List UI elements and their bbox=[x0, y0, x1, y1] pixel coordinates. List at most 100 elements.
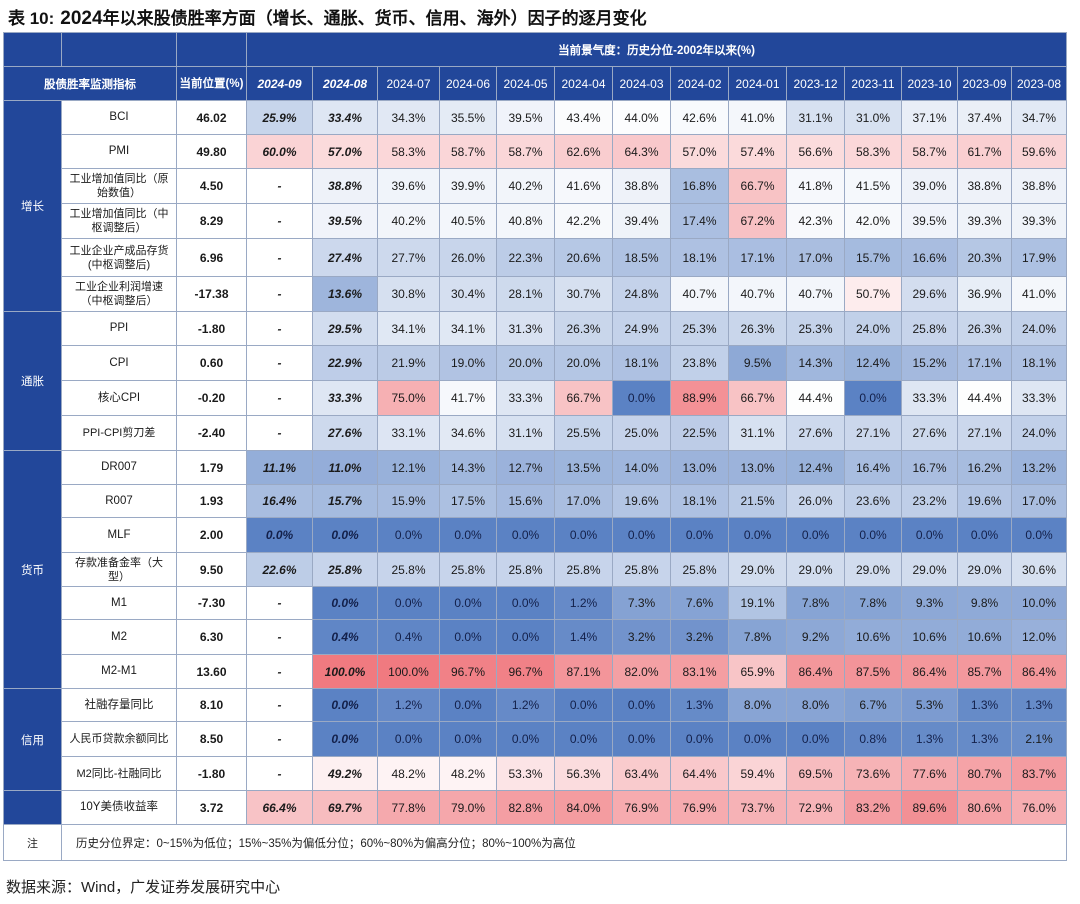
percentile-cell: 7.8% bbox=[844, 586, 902, 620]
table-row: PMI 49.80 60.0% 57.0% 58.3% 58.7% 58.7% 62.6% 64… bbox=[4, 134, 1068, 169]
percentile-cell: 0.0% bbox=[439, 586, 497, 620]
table-row: 存款准备金率（大型） 9.50 22.6% 25.8% 25.8% 25.8% 25.8% 2… bbox=[4, 552, 1068, 587]
percentile-cell: 35.5% bbox=[439, 100, 497, 135]
percentile-cell: 9.2% bbox=[786, 619, 845, 655]
percentile-cell: 7.8% bbox=[728, 619, 787, 655]
percentile-cell: 38.8% bbox=[612, 168, 671, 204]
percentile-cell: 0.0% bbox=[612, 688, 671, 722]
percentile-cell: 56.6% bbox=[786, 134, 845, 169]
percentile-cell: 12.4% bbox=[844, 345, 902, 381]
current-value: 6.96 bbox=[176, 238, 247, 277]
current-value: -2.40 bbox=[176, 415, 247, 451]
percentile-cell: 39.3% bbox=[1010, 203, 1068, 239]
percentile-cell: 44.4% bbox=[957, 380, 1012, 416]
indicator-name: 工业增加值同比（中枢调整后） bbox=[61, 203, 177, 239]
percentile-cell: 33.1% bbox=[377, 415, 440, 451]
percentile-cell: 18.1% bbox=[1010, 345, 1068, 381]
percentile-cell: 0.0% bbox=[554, 517, 613, 553]
group-label: 通胀 bbox=[3, 311, 62, 451]
percentile-cell: 39.6% bbox=[377, 168, 440, 204]
percentile-cell: 17.1% bbox=[728, 238, 787, 277]
percentile-cell: 26.3% bbox=[728, 311, 787, 346]
percentile-cell: 25.8% bbox=[377, 552, 440, 587]
percentile-cell: 16.8% bbox=[670, 168, 729, 204]
percentile-cell: 100.0% bbox=[312, 654, 378, 689]
percentile-cell: 60.0% bbox=[246, 134, 313, 169]
percentile-cell: 0.0% bbox=[312, 721, 378, 757]
table-row: 工业增加值同比（原始数值） 4.50-38.8% 39.6% 39.9% 40.2% 41… bbox=[4, 168, 1068, 204]
percentile-cell: 58.7% bbox=[496, 134, 555, 169]
current-value: 1.79 bbox=[176, 450, 247, 485]
percentile-cell: 0.0% bbox=[554, 688, 613, 722]
percentile-cell: 0.0% bbox=[612, 517, 671, 553]
month-header: 2024-07 bbox=[377, 66, 440, 101]
indicator-name: PPI bbox=[61, 311, 177, 346]
percentile-cell: 87.1% bbox=[554, 654, 613, 689]
percentile-cell: - bbox=[246, 688, 313, 722]
table-row: M1 -7.30-0.0% 0.0% 0.0% 0.0% 1.2% 7.3% 7.6% 19.1… bbox=[4, 586, 1068, 620]
month-header: 2023-11 bbox=[844, 66, 902, 101]
percentile-cell: 41.8% bbox=[786, 168, 845, 204]
table-row: M2-M1 13.60-100.0% 100.0% 96.7% 96.7% 87.1% 82… bbox=[4, 654, 1068, 689]
percentile-cell: 0.0% bbox=[496, 721, 555, 757]
month-header: 2023-09 bbox=[957, 66, 1012, 101]
percentile-cell: 13.0% bbox=[670, 450, 729, 485]
percentile-cell: 1.4% bbox=[554, 619, 613, 655]
percentile-cell: 31.1% bbox=[786, 100, 845, 135]
percentile-cell: 13.0% bbox=[728, 450, 787, 485]
header-blank bbox=[176, 32, 247, 67]
percentile-cell: 7.3% bbox=[612, 586, 671, 620]
percentile-cell: 0.0% bbox=[496, 586, 555, 620]
note-row: 注历史分位界定：0~15%为低位；15%~35%为偏低分位；60%~80%为偏高… bbox=[3, 824, 1068, 861]
percentile-cell: 17.0% bbox=[786, 238, 845, 277]
percentile-cell: 0.0% bbox=[1010, 517, 1068, 553]
percentile-cell: 33.3% bbox=[1010, 380, 1068, 416]
percentile-cell: 0.0% bbox=[844, 517, 902, 553]
percentile-cell: 58.7% bbox=[901, 134, 958, 169]
percentile-cell: 36.9% bbox=[957, 276, 1012, 312]
percentile-cell: 86.4% bbox=[901, 654, 958, 689]
percentile-cell: 43.4% bbox=[554, 100, 613, 135]
percentile-cell: 25.8% bbox=[670, 552, 729, 587]
percentile-cell: 13.6% bbox=[312, 276, 378, 312]
percentile-cell: 1.2% bbox=[554, 586, 613, 620]
percentile-cell: 0.0% bbox=[496, 517, 555, 553]
percentile-cell: 37.4% bbox=[957, 100, 1012, 135]
percentile-cell: 23.6% bbox=[844, 484, 902, 518]
percentile-cell: 34.3% bbox=[377, 100, 440, 135]
percentile-cell: 69.5% bbox=[786, 756, 845, 791]
indicator-name: M2-M1 bbox=[61, 654, 177, 689]
percentile-cell: 66.4% bbox=[246, 790, 313, 825]
percentile-cell: 0.0% bbox=[312, 688, 378, 722]
table-row: 10Y美债收益率 3.72 66.4% 69.7% 77.8% 79.0% 82.8% 84.… bbox=[3, 790, 1068, 825]
current-value: -0.20 bbox=[176, 380, 247, 416]
percentile-cell: 0.8% bbox=[844, 721, 902, 757]
percentile-cell: 26.3% bbox=[554, 311, 613, 346]
indicator-name: BCI bbox=[61, 100, 177, 135]
percentile-cell: 18.5% bbox=[612, 238, 671, 277]
table-row: CPI 0.60-22.9% 21.9% 19.0% 20.0% 20.0% 18.1% 23… bbox=[4, 345, 1068, 381]
percentile-cell: 53.3% bbox=[496, 756, 555, 791]
percentile-cell: 41.5% bbox=[844, 168, 902, 204]
percentile-cell: 57.0% bbox=[312, 134, 378, 169]
percentile-cell: 16.6% bbox=[901, 238, 958, 277]
percentile-cell: 29.6% bbox=[901, 276, 958, 312]
percentile-cell: 1.3% bbox=[901, 721, 958, 757]
current-value: 6.30 bbox=[176, 619, 247, 655]
indicator-name: MLF bbox=[61, 517, 177, 553]
percentile-cell: 23.2% bbox=[901, 484, 958, 518]
percentile-cell: 25.9% bbox=[246, 100, 313, 135]
current-value: 2.00 bbox=[176, 517, 247, 553]
percentile-cell: 89.6% bbox=[901, 790, 958, 825]
percentile-cell: 14.3% bbox=[439, 450, 497, 485]
percentile-cell: 16.4% bbox=[246, 484, 313, 518]
percentile-cell: 25.8% bbox=[612, 552, 671, 587]
table-row: 人民币贷款余额同比 8.50-0.0% 0.0% 0.0% 0.0% 0.0% 0.0% 0.… bbox=[4, 721, 1068, 757]
percentile-cell: 21.9% bbox=[377, 345, 440, 381]
percentile-cell: 19.1% bbox=[728, 586, 787, 620]
percentile-cell: 39.5% bbox=[312, 203, 378, 239]
percentile-cell: 1.3% bbox=[957, 688, 1012, 722]
percentile-cell: 82.0% bbox=[612, 654, 671, 689]
percentile-cell: 21.5% bbox=[728, 484, 787, 518]
percentile-cell: 16.4% bbox=[844, 450, 902, 485]
